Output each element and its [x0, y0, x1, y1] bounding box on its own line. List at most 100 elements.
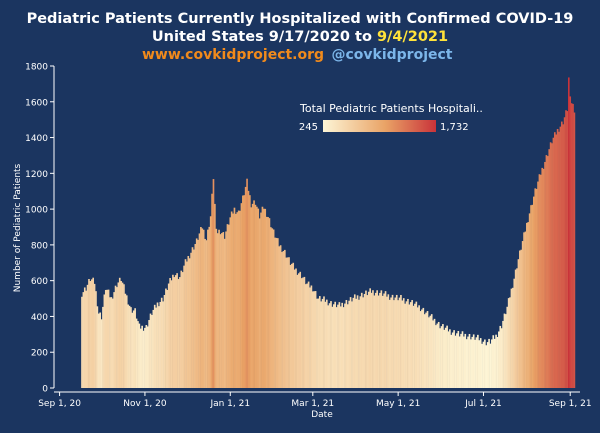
bar — [352, 297, 355, 388]
bar — [486, 342, 489, 388]
bar — [212, 179, 215, 388]
bar — [457, 330, 460, 388]
bar — [162, 301, 164, 388]
bar — [411, 300, 413, 388]
bar — [358, 299, 360, 388]
bar — [304, 284, 307, 388]
bar — [103, 294, 106, 388]
bar — [366, 295, 369, 388]
bar — [477, 334, 479, 388]
bar — [443, 329, 446, 388]
bar — [251, 203, 254, 388]
bar — [484, 339, 486, 388]
bar — [423, 314, 426, 388]
bar — [318, 296, 321, 388]
x-axis-label: Date — [311, 410, 333, 420]
bar — [317, 298, 320, 388]
bar — [379, 292, 381, 388]
bar — [107, 289, 110, 388]
bar — [172, 274, 174, 388]
bar — [127, 304, 129, 388]
bar — [260, 212, 262, 388]
bar — [335, 307, 338, 388]
bar — [321, 298, 324, 388]
bar — [503, 313, 506, 388]
bar — [478, 340, 481, 388]
bar — [158, 306, 160, 388]
bar — [195, 238, 198, 388]
bar — [128, 305, 131, 388]
bar — [449, 329, 451, 388]
bar — [180, 270, 183, 388]
bar — [422, 307, 425, 388]
bar — [290, 263, 293, 388]
bar — [302, 277, 304, 388]
bar — [493, 338, 496, 388]
bar — [324, 301, 327, 388]
legend-title: Total Pediatric Patients Hospitali.. — [299, 102, 483, 115]
bar — [453, 330, 455, 388]
bar — [284, 249, 286, 388]
bar — [256, 206, 258, 388]
bar — [146, 326, 149, 388]
bar — [145, 325, 148, 388]
bar — [200, 227, 202, 388]
bar — [500, 328, 503, 388]
bar — [155, 307, 157, 388]
y-tick-label: 800 — [31, 241, 48, 251]
bar — [380, 290, 383, 388]
bar — [573, 112, 576, 388]
bar — [414, 303, 416, 388]
bar — [516, 268, 518, 388]
bar — [90, 279, 93, 388]
bar — [225, 231, 227, 388]
bar — [526, 222, 528, 388]
bar — [492, 335, 495, 388]
bar — [166, 289, 169, 388]
y-tick-label: 1400 — [25, 134, 48, 144]
bar — [232, 213, 234, 388]
bar — [498, 331, 500, 388]
bar — [377, 295, 380, 388]
bar — [530, 205, 532, 388]
bar — [388, 299, 391, 388]
bar — [167, 283, 170, 388]
bar — [520, 249, 523, 388]
website-link[interactable]: www.covkidproject.org — [142, 47, 324, 63]
bar — [337, 304, 339, 388]
bar — [237, 210, 240, 388]
bar — [481, 343, 483, 388]
bar — [174, 275, 177, 388]
bar — [229, 217, 232, 388]
bar — [111, 298, 114, 388]
bar — [345, 299, 348, 388]
social-handle[interactable]: @covkidproject — [331, 47, 452, 63]
bar — [233, 207, 236, 388]
bar — [99, 312, 101, 388]
bar — [249, 195, 251, 388]
bar — [344, 303, 346, 388]
bar — [202, 229, 205, 388]
bar — [331, 306, 334, 388]
bar — [132, 310, 135, 388]
bar — [425, 312, 427, 388]
bar — [149, 313, 152, 388]
bar — [198, 233, 201, 388]
bar — [271, 228, 274, 388]
bar — [362, 297, 364, 388]
bar — [328, 303, 331, 388]
bar — [254, 204, 257, 388]
bar — [393, 300, 395, 388]
bar — [144, 327, 146, 388]
bar — [191, 247, 194, 388]
bar — [279, 245, 282, 388]
bar — [475, 337, 478, 388]
bar — [334, 301, 337, 388]
bar — [303, 276, 306, 388]
bar — [471, 336, 474, 388]
bar — [517, 259, 520, 388]
x-tick-label: Jan 1, 21 — [209, 399, 250, 409]
bar — [242, 195, 244, 388]
bar — [239, 210, 241, 388]
bar — [342, 307, 345, 388]
